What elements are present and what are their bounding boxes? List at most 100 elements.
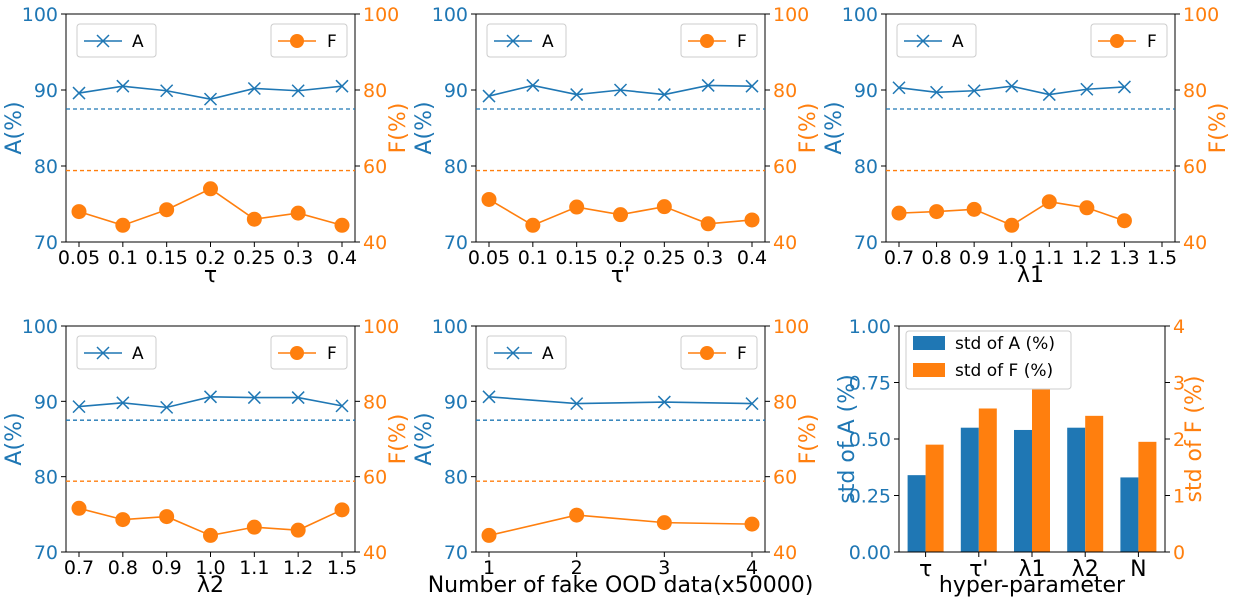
x-tick-label: 0.3 xyxy=(283,247,313,269)
legend-label: A xyxy=(542,32,554,52)
y-right-tick-label: 40 xyxy=(773,232,797,254)
y-left-axis-title: std of A (%) xyxy=(835,374,860,503)
x-marker-stroke xyxy=(967,84,981,98)
x-tick-label: 1.3 xyxy=(1109,247,1139,269)
series-f-point xyxy=(1079,200,1095,216)
x-tick-label: 0.15 xyxy=(146,247,188,269)
series-f-point xyxy=(966,201,982,217)
series-f-line xyxy=(488,514,753,537)
chart-panel-4: 70 80 90 100 40 60 80 100 A(%) F(%) λ2 0.7 0.8 0.9 1.0… xyxy=(2,316,411,597)
y-left-axis-title: A(%) xyxy=(2,412,27,465)
series-a-point xyxy=(613,83,628,97)
series-f-point xyxy=(159,509,175,525)
series-a-point xyxy=(570,88,584,102)
x-tick-label: 0.25 xyxy=(643,247,685,269)
x-marker-stroke xyxy=(160,84,174,98)
legend-label: F xyxy=(327,32,337,52)
y-right-tick-label: 60 xyxy=(773,156,797,178)
y-left-tick-label: 90 xyxy=(444,391,468,413)
bar-std-a xyxy=(1014,429,1032,552)
y-left-tick-label: 100 xyxy=(22,316,58,338)
y-right-tick-label: 60 xyxy=(773,467,797,489)
x-tick-label: 0.05 xyxy=(468,247,510,269)
x-tick-label: 0.3 xyxy=(693,247,723,269)
x-marker-stroke xyxy=(930,85,944,99)
y-right-tick-label: 100 xyxy=(363,4,399,26)
plot-frame xyxy=(885,13,1176,243)
legend-f: F xyxy=(680,23,758,58)
series-a-point xyxy=(72,86,86,100)
series-f-point xyxy=(115,217,131,233)
x-tick-label: 1.5 xyxy=(327,557,357,579)
y-left-tick-label: 80 xyxy=(34,467,58,489)
series-f-point xyxy=(525,217,541,233)
y-left-tick-label: 100 xyxy=(432,4,468,26)
chart-panel-1: 70 80 90 100 40 60 80 100 A(%) F(%) τ 0.05 0.1 0.15 0.… xyxy=(2,4,411,288)
x-tick-label: 1.1 xyxy=(1034,247,1064,269)
y-right-tick-label: 2 xyxy=(1173,429,1185,451)
y-right-tick-label: 4 xyxy=(1173,316,1185,338)
y-left-tick-label: 0.50 xyxy=(849,429,891,451)
series-a-line xyxy=(488,396,753,405)
plot-frame-top xyxy=(898,325,1166,553)
legend-swatch-f xyxy=(913,363,945,377)
x-marker-stroke xyxy=(1117,80,1131,94)
x-marker-stroke xyxy=(1042,88,1056,102)
y-right-tick-label: 60 xyxy=(363,156,387,178)
legend-f: F xyxy=(1090,23,1168,58)
x-marker-stroke xyxy=(116,79,130,93)
legend-label: std of A (%) xyxy=(955,334,1055,354)
x-tick-label: 0.15 xyxy=(556,247,598,269)
circle-marker-icon xyxy=(700,34,714,48)
y-right-tick-label: 40 xyxy=(1183,232,1207,254)
y-left-tick-label: 90 xyxy=(444,80,468,102)
series-f-point xyxy=(569,507,585,523)
y-right-tick-label: 80 xyxy=(773,80,797,102)
series-f-point xyxy=(334,502,350,518)
x-tick-label: 1.2 xyxy=(1072,247,1102,269)
x-tick-label: 0.9 xyxy=(152,557,182,579)
x-marker-stroke xyxy=(482,89,496,103)
x-tick-label: 2 xyxy=(571,557,583,579)
series-a-point xyxy=(291,84,305,98)
x-tick-label: 0.9 xyxy=(959,247,989,269)
series-f-point xyxy=(1116,213,1132,229)
y-left-axis-title: A(%) xyxy=(412,101,437,154)
series-a-point xyxy=(160,400,174,414)
x-marker-stroke xyxy=(72,400,86,414)
circle-marker-icon xyxy=(290,34,304,48)
series-f-point xyxy=(1041,194,1057,210)
y-right-tick-label: 40 xyxy=(363,232,387,254)
y-right-tick-label: 3 xyxy=(1173,373,1185,395)
legend-label: A xyxy=(952,32,964,52)
x-tick-label: 0.05 xyxy=(58,247,100,269)
y-right-axis-title: std of F (%) xyxy=(1182,376,1207,503)
x-tick-label: 1.2 xyxy=(283,557,313,579)
y-left-tick-label: 70 xyxy=(444,542,468,564)
y-right-tick-label: 0 xyxy=(1173,542,1185,564)
series-a-point xyxy=(482,390,496,404)
y-left-tick-label: 70 xyxy=(444,232,468,254)
x-marker-icon xyxy=(96,34,110,48)
series-a-point xyxy=(203,390,218,404)
y-left-tick-label: 70 xyxy=(34,232,58,254)
x-marker-stroke xyxy=(247,81,261,96)
series-a-point xyxy=(1080,82,1094,96)
x-marker-stroke xyxy=(745,397,759,411)
series-f-point xyxy=(700,216,716,232)
y-right-axis-title: F(%) xyxy=(796,103,821,154)
x-marker-stroke xyxy=(335,79,349,93)
y-right-tick-label: 40 xyxy=(363,542,387,564)
y-right-tick-label: 60 xyxy=(1183,156,1207,178)
x-marker-stroke xyxy=(657,88,671,102)
series-a-point xyxy=(335,79,349,93)
x-marker-stroke xyxy=(72,86,86,100)
series-f-point xyxy=(656,515,672,531)
series-f-point xyxy=(203,181,218,197)
x-tick-label: 0.1 xyxy=(108,247,138,269)
series-f-point xyxy=(71,204,87,220)
series-f-point xyxy=(481,191,497,207)
series-f-point xyxy=(115,512,131,528)
y-right-axis-title: F(%) xyxy=(386,103,411,154)
x-marker-stroke xyxy=(745,79,759,93)
